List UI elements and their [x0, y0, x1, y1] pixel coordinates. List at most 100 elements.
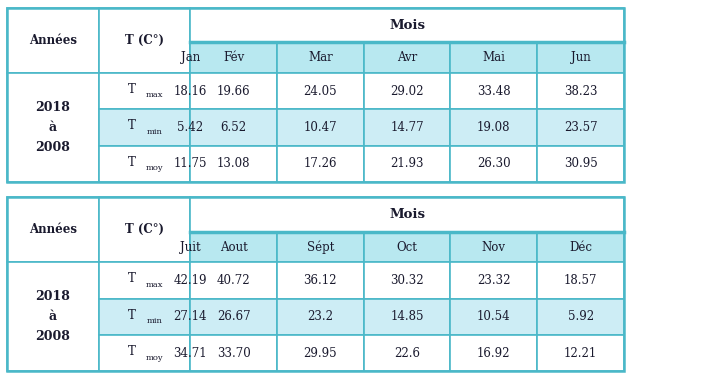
Text: max: max — [146, 91, 164, 99]
Text: 29.02: 29.02 — [391, 85, 424, 98]
Text: T: T — [128, 345, 136, 358]
Text: 5.42: 5.42 — [177, 121, 203, 134]
Text: 23.2: 23.2 — [307, 310, 333, 323]
Text: Sépt: Sépt — [307, 240, 334, 254]
Bar — [277, 232, 364, 262]
Text: 22.6: 22.6 — [394, 347, 420, 360]
Bar — [450, 232, 537, 262]
Text: 2018: 2018 — [35, 101, 70, 114]
Bar — [364, 262, 450, 299]
Bar — [98, 73, 190, 109]
Text: T: T — [128, 273, 136, 285]
Text: Années: Années — [29, 34, 77, 47]
Text: 10.47: 10.47 — [304, 121, 337, 134]
Bar — [190, 109, 277, 146]
Text: 19.08: 19.08 — [477, 121, 510, 134]
Text: 6.52: 6.52 — [220, 121, 246, 134]
Bar — [277, 262, 364, 299]
Bar — [7, 262, 98, 371]
Text: 19.66: 19.66 — [217, 85, 251, 98]
Text: 14.85: 14.85 — [391, 310, 424, 323]
Bar — [7, 8, 624, 182]
Bar — [98, 262, 190, 299]
Bar — [98, 197, 190, 262]
Bar — [450, 335, 537, 371]
Bar — [190, 146, 277, 182]
Bar — [98, 146, 190, 182]
Bar — [7, 197, 98, 262]
Bar — [190, 197, 624, 232]
Bar — [364, 299, 450, 335]
Text: Mar: Mar — [308, 51, 332, 64]
Text: 24.05: 24.05 — [304, 85, 337, 98]
Text: 10.54: 10.54 — [477, 310, 510, 323]
Text: à: à — [49, 121, 57, 134]
Text: Jan: Jan — [180, 51, 200, 64]
Text: moy: moy — [146, 164, 164, 172]
Text: 17.26: 17.26 — [304, 157, 337, 170]
Bar — [364, 73, 450, 109]
Bar — [537, 262, 624, 299]
Bar — [190, 8, 624, 42]
Bar — [450, 109, 537, 146]
Text: Mois: Mois — [389, 208, 425, 221]
Bar — [190, 262, 277, 299]
Text: 5.92: 5.92 — [568, 310, 594, 323]
Text: 30.95: 30.95 — [564, 157, 597, 170]
Text: 23.32: 23.32 — [477, 274, 510, 287]
Bar — [450, 262, 537, 299]
Text: 2008: 2008 — [35, 330, 70, 343]
Bar — [277, 299, 364, 335]
Bar — [364, 146, 450, 182]
Text: Oct: Oct — [396, 241, 418, 254]
Bar — [450, 42, 537, 73]
Text: T: T — [128, 119, 136, 132]
Text: 42.19: 42.19 — [173, 274, 207, 287]
Text: min: min — [147, 128, 163, 136]
Bar — [537, 42, 624, 73]
Text: 26.30: 26.30 — [477, 157, 510, 170]
Text: 34.71: 34.71 — [173, 347, 207, 360]
Bar — [277, 73, 364, 109]
Bar — [190, 335, 277, 371]
Text: max: max — [146, 281, 164, 289]
Text: T: T — [128, 155, 136, 169]
Text: T: T — [128, 309, 136, 322]
Bar — [7, 197, 624, 371]
Text: Années: Années — [29, 223, 77, 236]
Bar — [537, 146, 624, 182]
Bar — [7, 73, 98, 182]
Bar — [364, 232, 450, 262]
Bar — [277, 335, 364, 371]
Text: 33.48: 33.48 — [477, 85, 510, 98]
Text: 12.21: 12.21 — [564, 347, 597, 360]
Text: Mai: Mai — [482, 51, 505, 64]
Bar — [537, 299, 624, 335]
Bar — [98, 109, 190, 146]
Text: Nov: Nov — [482, 241, 506, 254]
Bar — [98, 299, 190, 335]
Bar — [537, 232, 624, 262]
Text: Aout: Aout — [220, 241, 248, 254]
Text: 18.57: 18.57 — [564, 274, 597, 287]
Bar — [98, 335, 190, 371]
Text: 2018: 2018 — [35, 290, 70, 304]
Text: Déc: Déc — [569, 241, 592, 254]
Text: T (C°): T (C°) — [125, 223, 164, 236]
Bar — [537, 109, 624, 146]
Bar — [190, 73, 277, 109]
Bar — [98, 8, 190, 73]
Bar — [277, 42, 364, 73]
Bar — [450, 146, 537, 182]
Bar — [364, 42, 450, 73]
Text: Jun: Jun — [571, 51, 590, 64]
Bar — [190, 299, 277, 335]
Bar — [7, 8, 98, 73]
Text: 26.67: 26.67 — [217, 310, 251, 323]
Text: 33.70: 33.70 — [217, 347, 251, 360]
Text: Juit: Juit — [180, 241, 200, 254]
Bar — [450, 299, 537, 335]
Text: Mois: Mois — [389, 19, 425, 31]
Text: 11.75: 11.75 — [173, 157, 207, 170]
Text: 16.92: 16.92 — [477, 347, 510, 360]
